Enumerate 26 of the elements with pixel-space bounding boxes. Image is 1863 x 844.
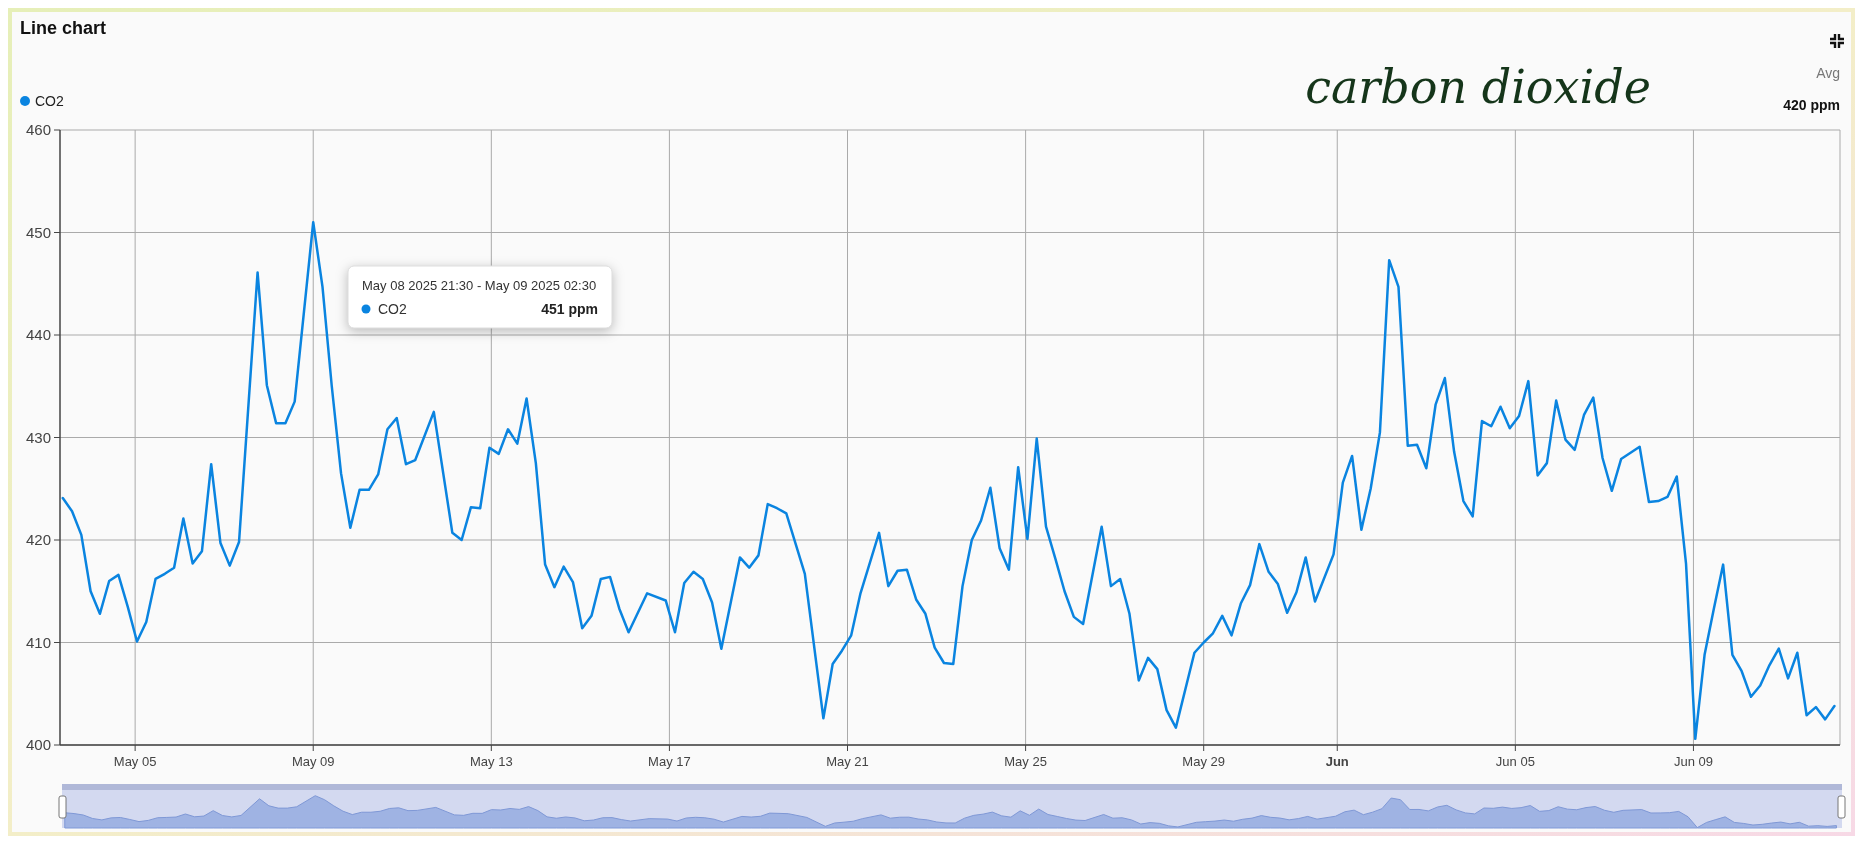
x-tick-label: May 05: [113, 754, 157, 769]
legend-label: CO2: [378, 301, 407, 317]
annotation: 451 ppm: [541, 301, 598, 317]
x-tick-label: May 29: [1182, 754, 1226, 769]
x-tick-label: May 09: [291, 754, 335, 769]
y-tick-label: 410: [25, 633, 51, 651]
y-tick-label: 430: [25, 428, 51, 446]
annotation: May 08 2025 21:30 - May 09 2025 02:30: [362, 278, 597, 293]
text: carbon dioxide: [1305, 60, 1651, 114]
x-tick-label: Jun 05: [1495, 754, 1535, 769]
x-tick-label: May 25: [1004, 754, 1047, 769]
x-tick-label: May 21: [826, 754, 869, 769]
x-tick-label: Jun 09: [1673, 754, 1713, 769]
y-tick-label: 400: [25, 736, 51, 754]
text: 420 ppm: [1783, 97, 1840, 113]
line-series: [61, 221, 1836, 741]
y-tick-label: 440: [25, 326, 51, 344]
x-tick-label: Jun: [1325, 754, 1349, 769]
x-tick-label: May 17: [648, 754, 691, 769]
y-tick-label: 450: [25, 223, 51, 241]
text: Avg: [1816, 65, 1840, 81]
text: CO2: [35, 93, 64, 109]
chart-title: Line chart: [20, 18, 107, 38]
y-tick-label: 460: [25, 121, 51, 139]
y-tick-label: 420: [25, 531, 51, 549]
x-tick-label: May 13: [470, 754, 513, 769]
